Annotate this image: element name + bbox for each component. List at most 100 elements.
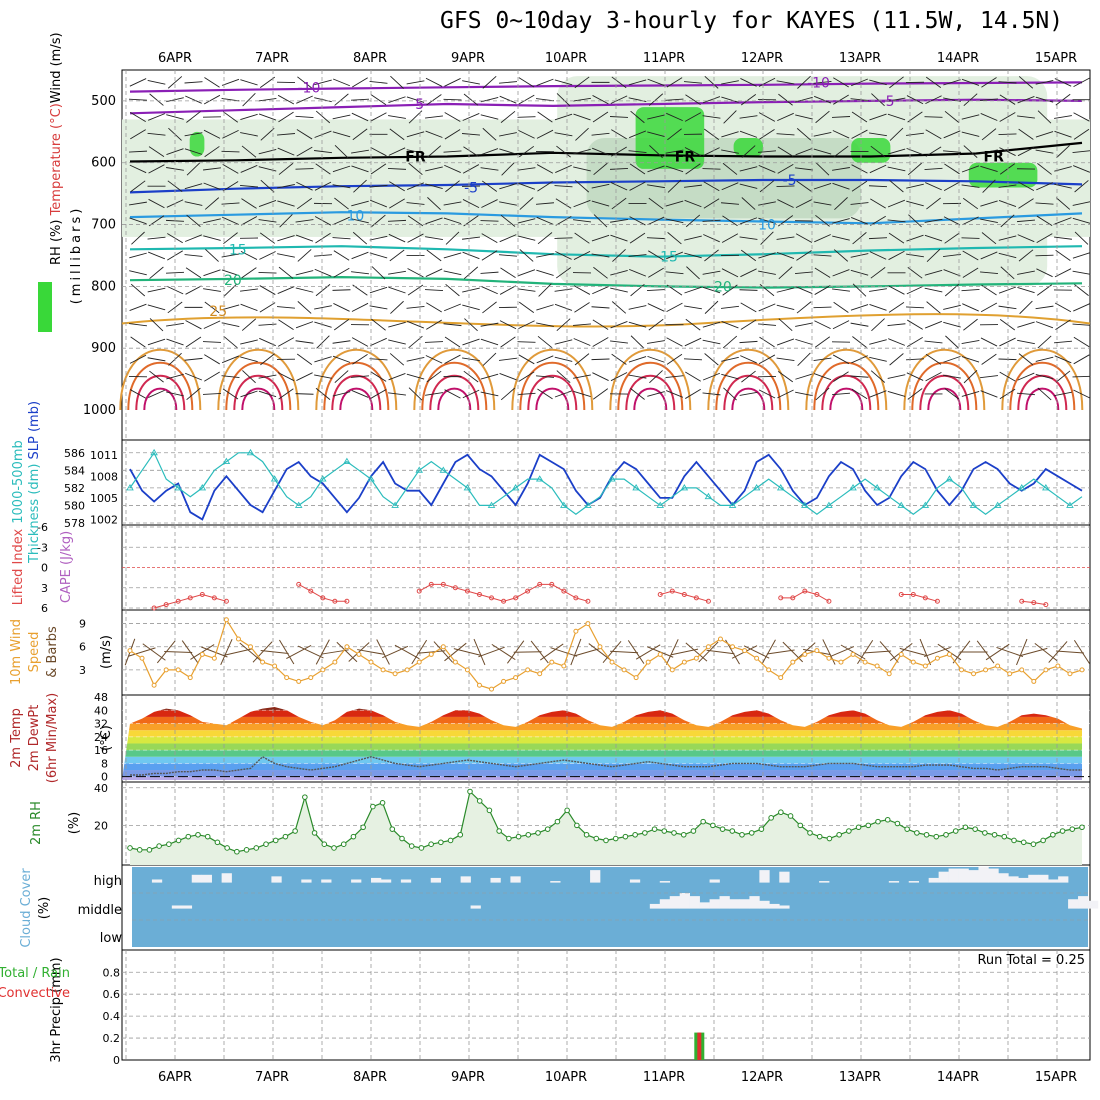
wind-barb xyxy=(1036,215,1053,226)
wind-barb xyxy=(130,111,146,123)
wind-barb-10m xyxy=(1055,650,1084,654)
wind-barb xyxy=(667,232,682,245)
wind-barb xyxy=(388,147,406,156)
wind-barb xyxy=(999,371,1016,382)
wind-barb xyxy=(870,370,886,383)
wind-barb xyxy=(536,216,554,225)
wind-barb xyxy=(961,184,980,188)
wind-barb xyxy=(406,149,425,154)
cloud-level-label: middle xyxy=(78,903,122,918)
temp-tick-label: 16 xyxy=(94,744,108,757)
wind-barb xyxy=(684,112,702,122)
wind-barb xyxy=(517,392,536,396)
wind-barb xyxy=(149,266,164,279)
wind-barb xyxy=(739,130,758,138)
wind-barb xyxy=(758,389,776,399)
contour-label: FR xyxy=(405,150,426,166)
wind-barb xyxy=(721,356,739,362)
rh-unit-label: (%) xyxy=(67,812,82,835)
wind-barb xyxy=(833,145,849,158)
wind-barb xyxy=(333,250,350,261)
wind-barb xyxy=(739,183,758,189)
wind-speed-point xyxy=(633,675,639,681)
wind-barb-10m xyxy=(252,641,273,663)
wind-barb xyxy=(998,200,1017,208)
wind-barb xyxy=(555,164,572,173)
wind-barb xyxy=(647,355,665,363)
wind-barb xyxy=(518,94,535,105)
wind-barb xyxy=(370,163,387,175)
wind-barb xyxy=(850,322,869,327)
wind-barb xyxy=(203,167,221,171)
cloud-gap xyxy=(351,879,362,883)
wind-barb xyxy=(351,251,369,260)
wind-barb-10m xyxy=(665,639,679,665)
wind-barb xyxy=(887,199,906,208)
wind-barb xyxy=(1072,165,1091,173)
wind-barb xyxy=(147,338,166,346)
wind-barb xyxy=(962,197,979,210)
cloud-level-label: low xyxy=(100,931,123,946)
rh-point xyxy=(515,833,522,840)
wind-barb xyxy=(834,197,848,210)
precip-tick-label: 0.6 xyxy=(103,988,121,1001)
wind-barb xyxy=(499,132,517,137)
wind-barb xyxy=(869,304,887,311)
wind-barb xyxy=(351,112,369,122)
wind-speed-point xyxy=(838,659,844,665)
wind-barb xyxy=(980,200,998,207)
bottom-date-label: 7APR xyxy=(255,1070,289,1085)
wind-barb xyxy=(797,352,811,366)
panel-frame-wind xyxy=(121,609,1091,696)
wind-barb xyxy=(1073,336,1090,348)
wind-barb xyxy=(741,145,756,158)
wind-barb xyxy=(887,113,906,121)
warm-lobe xyxy=(1017,374,1068,411)
wind-barb xyxy=(369,305,388,310)
warm-lobe xyxy=(119,348,202,411)
profile-panel xyxy=(119,75,1091,411)
wind-barb xyxy=(555,215,572,226)
wind-speed-point xyxy=(717,636,723,642)
wind-barb xyxy=(277,200,295,207)
wind-barb xyxy=(980,302,998,313)
wind-barb xyxy=(425,392,443,396)
wind-barb xyxy=(684,252,702,259)
wind-barb xyxy=(388,286,406,294)
lifted-index-point xyxy=(332,598,338,604)
wind-barb xyxy=(129,164,147,174)
wind-barb xyxy=(999,319,1016,331)
wind-barb xyxy=(462,251,480,260)
wind-barb xyxy=(369,252,388,259)
rh-point xyxy=(408,843,415,849)
lifted-index-point xyxy=(1019,598,1025,604)
wind-barb xyxy=(961,237,980,239)
wind-barb xyxy=(241,318,257,331)
wind-barb xyxy=(593,214,608,228)
wind-speed-point xyxy=(151,682,157,688)
wind-barb xyxy=(1037,110,1052,124)
wind-barb-10m xyxy=(181,640,199,664)
wind-barb xyxy=(499,285,517,295)
wind-barb xyxy=(1053,340,1073,344)
wind-barb xyxy=(369,184,388,188)
wind-barb xyxy=(961,339,980,345)
wind-barb xyxy=(462,389,480,399)
thickness-marker xyxy=(584,501,592,508)
rh-point xyxy=(583,831,590,838)
wind-barb xyxy=(1017,234,1035,243)
wind-barb xyxy=(222,164,239,174)
wind-barb xyxy=(165,271,185,274)
wind-barb xyxy=(740,319,757,330)
wind-barb xyxy=(574,76,590,89)
wind-barb xyxy=(481,233,498,244)
wind-barb xyxy=(258,200,277,208)
wind-speed-point xyxy=(175,667,181,673)
wind-barb xyxy=(683,81,703,84)
lifted-index-point xyxy=(163,602,169,608)
wind-barb-10m xyxy=(1034,642,1058,662)
wind-barb xyxy=(277,286,295,295)
rh-point xyxy=(651,826,658,832)
wind-barb xyxy=(685,214,701,228)
rh-point xyxy=(321,841,328,847)
